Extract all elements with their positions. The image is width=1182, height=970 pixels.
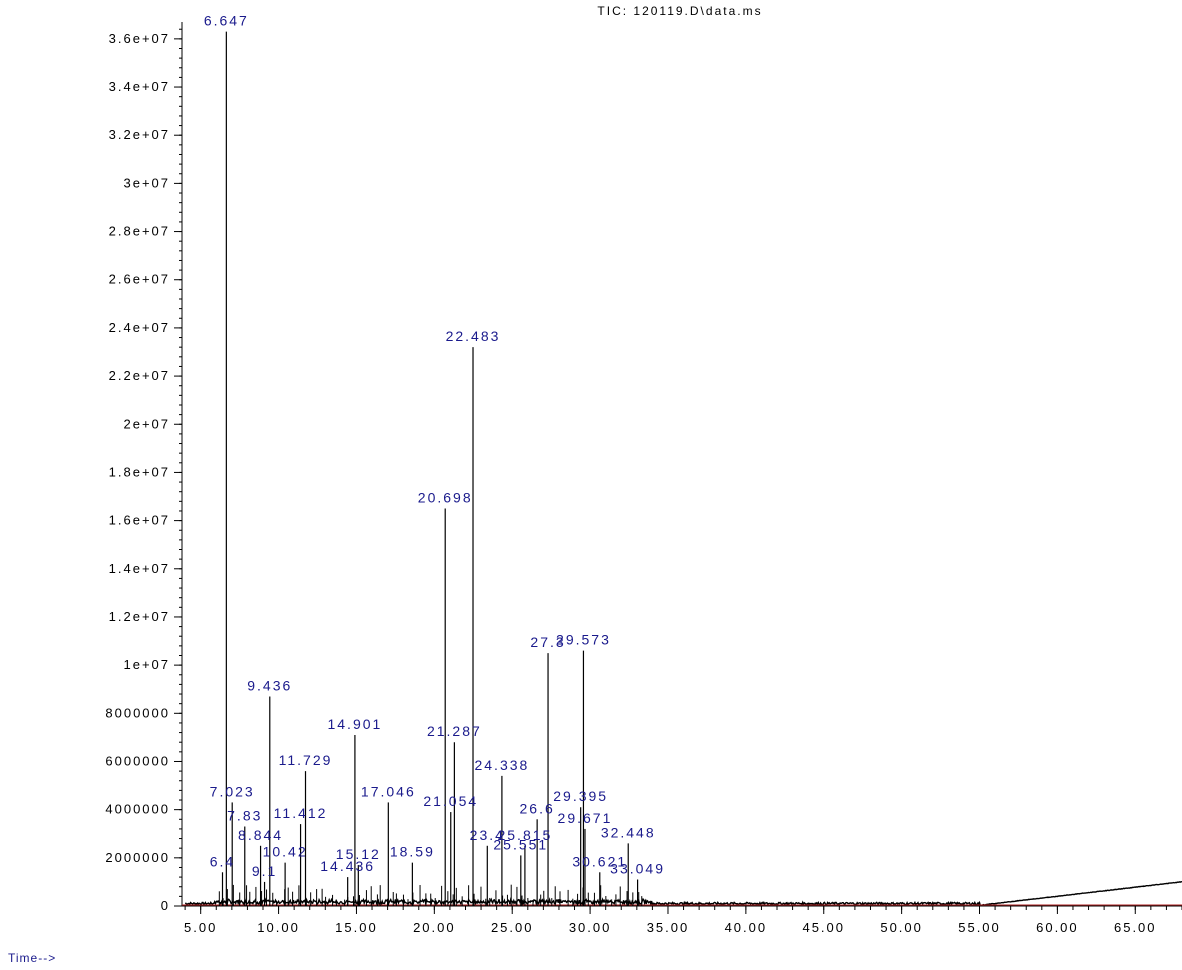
- peak-label: 25.815: [497, 827, 552, 843]
- peak-label: 9.1: [252, 863, 277, 879]
- baseline-trace: [184, 880, 1182, 907]
- peak-label: 33.049: [610, 861, 665, 877]
- peak-label: 25.551: [493, 836, 548, 852]
- peak-label: 30.621: [572, 853, 627, 869]
- peak-label: 24.338: [474, 757, 529, 773]
- x-tick-label: 50.00: [880, 920, 923, 935]
- y-tick-label: 3.6e+07: [109, 31, 170, 46]
- peak-label: 20.698: [418, 490, 473, 506]
- x-tick-label: 60.00: [1036, 920, 1079, 935]
- peak-label: 22.483: [446, 328, 501, 344]
- peak-label: 29.395: [553, 788, 608, 804]
- y-tick-label: 1.2e+07: [109, 609, 170, 624]
- y-tick-label: 3.4e+07: [109, 79, 170, 94]
- x-axis-label: Time-->: [8, 951, 56, 965]
- x-tick-label: 30.00: [569, 920, 612, 935]
- peak-label: 32.448: [601, 824, 656, 840]
- x-tick-label: 15.00: [335, 920, 378, 935]
- y-tick-label: 3e+07: [123, 175, 170, 190]
- y-tick-label: 1.8e+07: [109, 464, 170, 479]
- y-tick-label: 1e+07: [123, 657, 170, 672]
- y-tick-label: 0: [161, 898, 170, 913]
- y-tick-label: 2.8e+07: [109, 224, 170, 239]
- y-tick-label: 2.6e+07: [109, 272, 170, 287]
- y-tick-label: 2.2e+07: [109, 368, 170, 383]
- peak-label: 29.671: [558, 810, 613, 826]
- x-tick-label: 65.00: [1114, 920, 1157, 935]
- y-tick-label: 1.6e+07: [109, 513, 170, 528]
- peak-label: 18.59: [390, 844, 435, 860]
- peak-label: 27.3: [530, 634, 565, 650]
- peak-label: 17.046: [361, 783, 416, 799]
- chart-title: TIC: 120119.D\data.ms: [597, 4, 762, 18]
- peak-label: 23.4: [470, 827, 505, 843]
- peak-label: 11.412: [274, 805, 328, 821]
- peak-label: 15.12: [336, 846, 381, 862]
- x-tick-label: 35.00: [647, 920, 690, 935]
- peak-label: 14.901: [327, 716, 382, 732]
- x-tick-label: 5.00: [184, 920, 217, 935]
- peak-label: 10.42: [263, 844, 308, 860]
- peak-label: 7.023: [210, 783, 255, 799]
- x-tick-label: 45.00: [802, 920, 845, 935]
- y-tick-label: 4000000: [105, 802, 170, 817]
- x-tick-label: 55.00: [958, 920, 1001, 935]
- x-tick-label: 25.00: [491, 920, 534, 935]
- x-tick-label: 20.00: [413, 920, 456, 935]
- x-axis: 5.00 10.00 15.00 20.00 25.00 30.00 35.00 40.00 4…: [182, 905, 1182, 935]
- peak-label: 7.83: [227, 808, 262, 824]
- peak-label: 29.573: [556, 632, 611, 648]
- peak-label: 14.436: [320, 858, 375, 874]
- x-tick-label: 10.00: [257, 920, 300, 935]
- x-tick-label: 40.00: [725, 920, 768, 935]
- y-tick-label: 1.4e+07: [109, 561, 170, 576]
- peak-label: 11.729: [279, 752, 333, 768]
- y-tick-label: 3.2e+07: [109, 127, 170, 142]
- y-axis: 0 2000000 4000000 6000000 8000000 1e+07 1.2e+0…: [105, 22, 183, 913]
- y-tick-label: 8000000: [105, 705, 170, 720]
- peak-label: 8.844: [238, 827, 283, 843]
- peak-label: 21.287: [427, 723, 482, 739]
- y-tick-label: 6000000: [105, 753, 170, 768]
- y-tick-label: 2.4e+07: [109, 320, 170, 335]
- baseline-layer: [182, 880, 1182, 907]
- peak-label: 6.647: [204, 13, 249, 29]
- peak-label: 26.6: [520, 800, 555, 816]
- y-tick-label: 2000000: [105, 850, 170, 865]
- peak-label: 6.4: [210, 853, 235, 869]
- peaks-layer: [221, 31, 639, 906]
- peak-label: 9.436: [247, 677, 292, 693]
- y-tick-label: 2e+07: [123, 416, 170, 431]
- peak-label: 21.054: [423, 793, 478, 809]
